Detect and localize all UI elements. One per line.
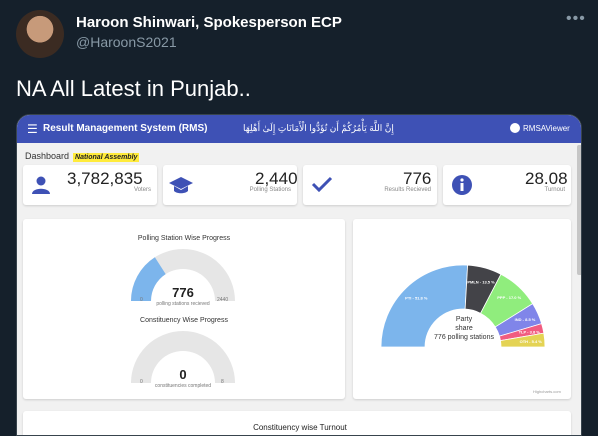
breadcrumb: Dashboard National Assembly xyxy=(25,151,140,162)
center-line-3: 776 polling stations xyxy=(434,334,494,341)
constituency-progress-gauge xyxy=(131,330,235,383)
stat-label: Results Recieved xyxy=(384,187,431,193)
stat-label: Voters xyxy=(133,187,151,193)
stat-label: Turnout xyxy=(544,187,565,193)
user-name[interactable]: RMSAViewer xyxy=(523,124,570,133)
turnout-panel xyxy=(23,411,571,435)
party-share-panel: PTI - 51.8 % PMLN - 13.5 % PPP - 17.0 % IND… xyxy=(353,219,571,399)
stat-card-results-received: 776 Results Recieved xyxy=(303,165,437,205)
more-options-icon[interactable]: ••• xyxy=(566,10,586,27)
author-avatar[interactable] xyxy=(16,10,64,58)
pie-slice-label: PMLN - 13.5 % xyxy=(467,279,495,284)
stat-label: Polling Stations xyxy=(249,187,291,193)
app-quote: إِنَّ اللَّهَ يَأْمُرُكُمْ أَن تُؤَدُّوا… xyxy=(243,123,394,133)
constituency-progress-value: 0 xyxy=(179,367,187,382)
stat-value: 28.08 xyxy=(525,169,568,188)
author-name[interactable]: Haroon Shinwari, Spokesperson ECP xyxy=(76,14,342,31)
constituency-progress-title: Constituency Wise Progress xyxy=(140,317,228,324)
graduation-cap-icon xyxy=(169,177,193,194)
constituency-progress-min: 0 xyxy=(140,379,143,385)
progress-panel: Polling Station Wise Progress 776 pollin… xyxy=(23,219,345,399)
stat-card-turnout: 28.08 Turnout xyxy=(443,165,571,205)
hamburger-menu-icon[interactable]: ☰ xyxy=(27,122,38,136)
constituency-progress-sub: constituencies completed xyxy=(154,383,212,389)
person-icon xyxy=(32,176,50,194)
pie-slice-label: PTI - 51.8 % xyxy=(405,296,428,301)
polling-progress-sub: polling stations recieved xyxy=(156,301,210,307)
stat-value: 3,782,835 xyxy=(67,169,143,188)
polling-progress-value: 776 xyxy=(172,285,194,300)
pie-slice-label: IND - 8.5 % xyxy=(515,317,536,322)
polling-progress-title: Polling Station Wise Progress xyxy=(137,235,231,242)
pie-slice-label: OTH - 5.4 % xyxy=(520,339,543,344)
app-title: Result Management System (RMS) xyxy=(43,123,208,134)
stat-card-voters: 3,782,835 Voters xyxy=(23,165,157,205)
check-icon xyxy=(311,176,333,193)
polling-progress-gauge xyxy=(131,248,235,301)
chart-credits[interactable]: Highcharts.com xyxy=(533,389,561,394)
scrollbar[interactable] xyxy=(577,145,581,275)
author-handle[interactable]: @HaroonS2021 xyxy=(76,34,177,50)
attached-screenshot[interactable]: ☰ Result Management System (RMS) إِنَّ ا… xyxy=(16,114,582,436)
breadcrumb-label: Dashboard xyxy=(25,151,70,161)
polling-progress-max: 2440 xyxy=(217,297,229,303)
pie-slice[interactable] xyxy=(499,332,546,348)
polling-progress-min: 0 xyxy=(140,297,143,303)
pie-slice-label: PPP - 17.0 % xyxy=(497,295,521,300)
tweet-text: NA All Latest in Punjab.. xyxy=(16,76,251,101)
center-line-2: share xyxy=(455,325,473,332)
pie-slice[interactable] xyxy=(380,264,469,348)
party-share-chart: PTI - 51.8 % PMLN - 13.5 % PPP - 17.0 % IND… xyxy=(380,264,546,348)
center-line-1: Party xyxy=(455,316,473,323)
party-share-center-label: Party share 776 polling stations xyxy=(419,315,509,342)
user-account-icon[interactable] xyxy=(510,123,520,133)
app-bar: ☰ Result Management System (RMS) إِنَّ ا… xyxy=(17,115,581,143)
info-icon xyxy=(452,175,472,195)
stat-value: 2,440 xyxy=(255,169,298,188)
constituency-progress-max: 8 xyxy=(221,379,224,385)
stat-card-polling-stations: 2,440 Polling Stations xyxy=(163,165,298,205)
breadcrumb-tag: National Assembly xyxy=(73,153,140,162)
stat-value: 776 xyxy=(403,169,432,188)
pie-slice-label: TLP - 3.8 % xyxy=(519,330,541,335)
turnout-panel-title: Constituency wise Turnout xyxy=(253,423,347,432)
